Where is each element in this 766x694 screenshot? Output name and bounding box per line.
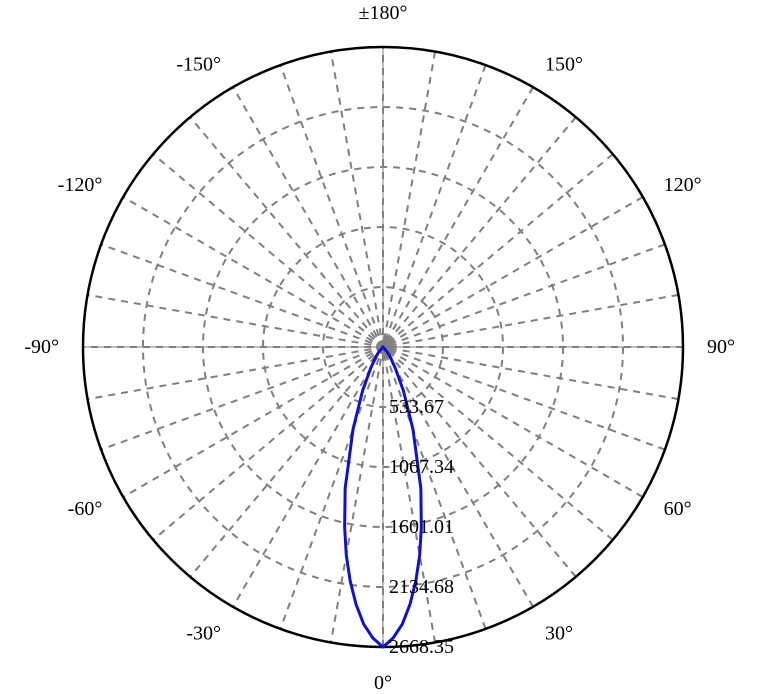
angle-label: 30° — [545, 623, 573, 645]
angle-label: 0° — [374, 672, 392, 694]
angle-label: 60° — [664, 498, 692, 520]
polar-chart: 533.67 1067.34 1601.01 2134.68 2668.35 0° 30° 6… — [0, 0, 766, 694]
angle-label: -150° — [176, 53, 221, 75]
angle-label: 150° — [545, 53, 583, 75]
polar-svg: 533.67 1067.34 1601.01 2134.68 2668.35 0° 30° 6… — [0, 0, 766, 694]
angle-label: -60° — [68, 498, 103, 520]
angle-label: -90° — [24, 336, 59, 358]
radial-tick-label: 533.67 — [389, 396, 444, 418]
radial-tick-label: 1067.34 — [389, 456, 454, 478]
angle-label: 120° — [664, 174, 702, 196]
radial-tick-label: 2134.68 — [389, 576, 454, 598]
angle-label: -30° — [186, 623, 221, 645]
angle-label: ±180° — [359, 2, 408, 24]
angle-label: -120° — [58, 174, 103, 196]
angle-label: 90° — [707, 336, 735, 358]
radial-tick-label: 1601.01 — [389, 516, 454, 538]
radial-tick-label: 2668.35 — [389, 636, 454, 658]
